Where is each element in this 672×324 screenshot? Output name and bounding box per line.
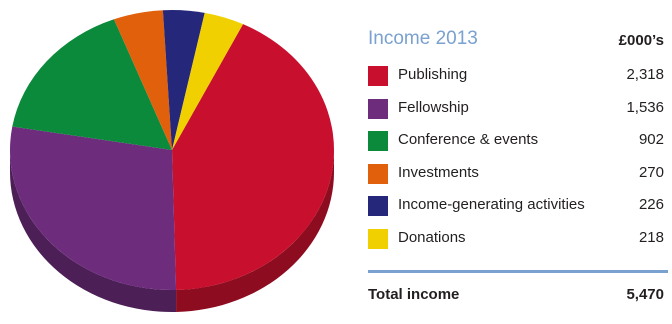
legend-row-publishing: Publishing 2,318 — [368, 62, 668, 95]
pie-slice-conference-events — [12, 19, 173, 150]
pie-edge-publishing — [176, 150, 334, 312]
pie-slice-fellowship — [9, 126, 177, 290]
pie-3d-edge — [10, 150, 334, 312]
pie-slice-investments — [113, 10, 172, 151]
pie-edge-fellowship — [10, 150, 177, 312]
pie-slice-donations — [172, 12, 244, 150]
legend-label: Donations — [398, 228, 466, 246]
legend-value: 226 — [638, 196, 664, 213]
legend-row-donations: Donations 218 — [368, 225, 668, 258]
total-value: 5,470 — [626, 286, 664, 303]
legend-value: 2,318 — [626, 66, 664, 83]
legend-row-investments: Investments 270 — [368, 160, 668, 193]
chart-title: Income 2013 — [368, 28, 478, 49]
pie-slice-publishing — [172, 24, 335, 290]
legend-swatch — [368, 98, 388, 119]
legend: Income 2013 £000’s Publishing 2,318 Fell… — [368, 28, 668, 257]
legend-label: Investments — [398, 163, 479, 181]
legend-label: Conference & events — [398, 131, 539, 148]
total-divider — [368, 270, 668, 273]
legend-swatch — [368, 66, 388, 86]
legend-swatch — [368, 163, 388, 184]
pie-chart — [9, 9, 335, 312]
unit-label: £000’s — [618, 32, 664, 49]
pie-slice-income-generating-activities — [162, 9, 205, 150]
pie-slices — [9, 9, 335, 290]
total-label: Total income — [368, 286, 460, 303]
legend-row-fellowship: Fellowship 1,536 — [368, 95, 668, 128]
legend-value: 218 — [638, 228, 664, 246]
legend-header: Income 2013 £000’s — [368, 28, 668, 62]
legend-swatch — [368, 131, 388, 151]
legend-value: 1,536 — [626, 98, 664, 116]
legend-swatch — [368, 228, 388, 249]
legend-label: Income-generating activities — [398, 196, 585, 213]
legend-value: 270 — [638, 163, 664, 181]
legend-swatch — [368, 196, 388, 216]
legend-value: 902 — [638, 131, 664, 148]
legend-row-conference: Conference & events 902 — [368, 127, 668, 160]
legend-label: Publishing — [398, 66, 468, 83]
legend-label: Fellowship — [398, 98, 469, 116]
legend-row-income-generating: Income-generating activities 226 — [368, 192, 668, 225]
